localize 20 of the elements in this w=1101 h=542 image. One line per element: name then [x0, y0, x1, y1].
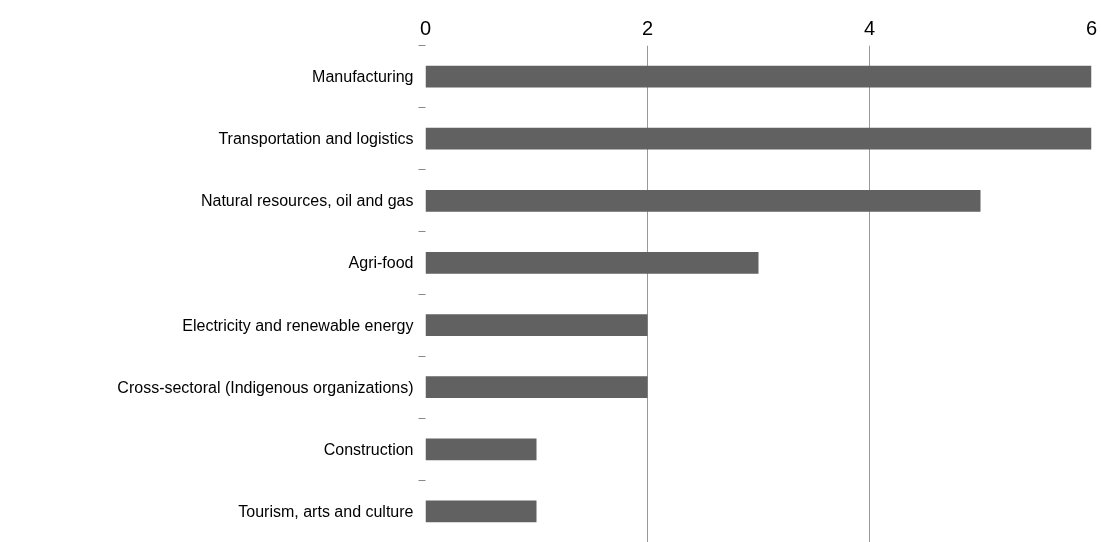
bar [425, 127, 1092, 150]
y-tick-label: Construction [323, 440, 414, 458]
y-tick-label: Cross-sectoral (Indigenous organizations) [117, 378, 414, 396]
bar [425, 500, 537, 523]
x-tick-label: 2 [641, 16, 654, 39]
bar [425, 252, 759, 274]
bar [425, 438, 537, 461]
bar [425, 65, 1092, 88]
y-tick-label: Transportation and logistics [218, 130, 414, 148]
y-tick-label: Tourism, arts and culture [238, 502, 414, 520]
x-tick-label: 0 [419, 16, 432, 39]
bar [425, 314, 648, 336]
y-tick-label: Electricity and renewable energy [182, 316, 414, 334]
x-tick-label: 4 [863, 16, 876, 39]
y-tick-label: Natural resources, oil and gas [200, 192, 414, 210]
bar [425, 189, 981, 212]
x-tick-label: 6 [1085, 16, 1098, 39]
bar [425, 376, 648, 399]
y-tick-label: Agri-food [348, 254, 414, 272]
y-tick-label: Manufacturing [312, 68, 414, 86]
